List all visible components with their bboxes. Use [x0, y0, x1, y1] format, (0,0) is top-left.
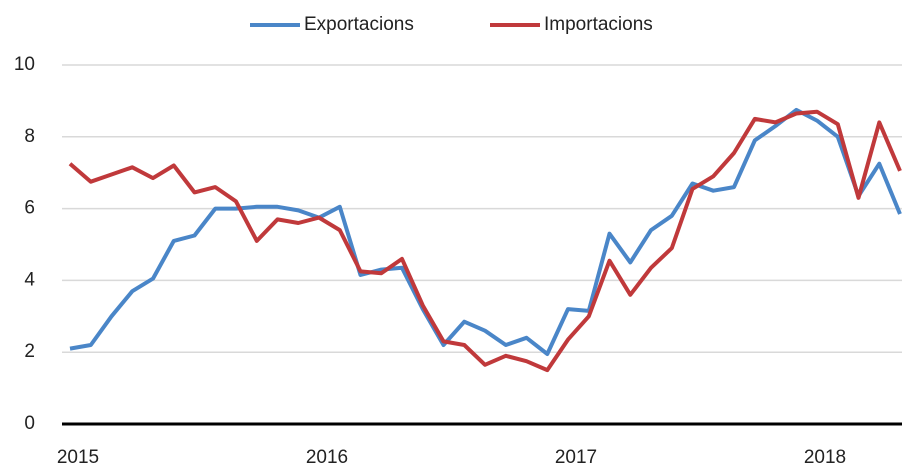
y-tick-label: 8	[24, 126, 35, 147]
y-tick-label: 6	[24, 198, 35, 219]
legend-label: Exportacions	[304, 14, 414, 35]
x-tick-label: 2015	[57, 447, 99, 468]
series-line	[69, 107, 902, 356]
y-tick-label: 0	[24, 413, 35, 434]
x-tick-label: 2016	[306, 447, 348, 468]
y-tick-label: 10	[14, 54, 35, 75]
x-tick-label: 2018	[804, 447, 846, 468]
y-tick-label: 2	[24, 341, 35, 362]
series-line	[68, 109, 902, 373]
x-tick-label: 2017	[555, 447, 597, 468]
y-tick-label: 4	[24, 269, 35, 290]
legend-label: Importacions	[544, 14, 653, 35]
